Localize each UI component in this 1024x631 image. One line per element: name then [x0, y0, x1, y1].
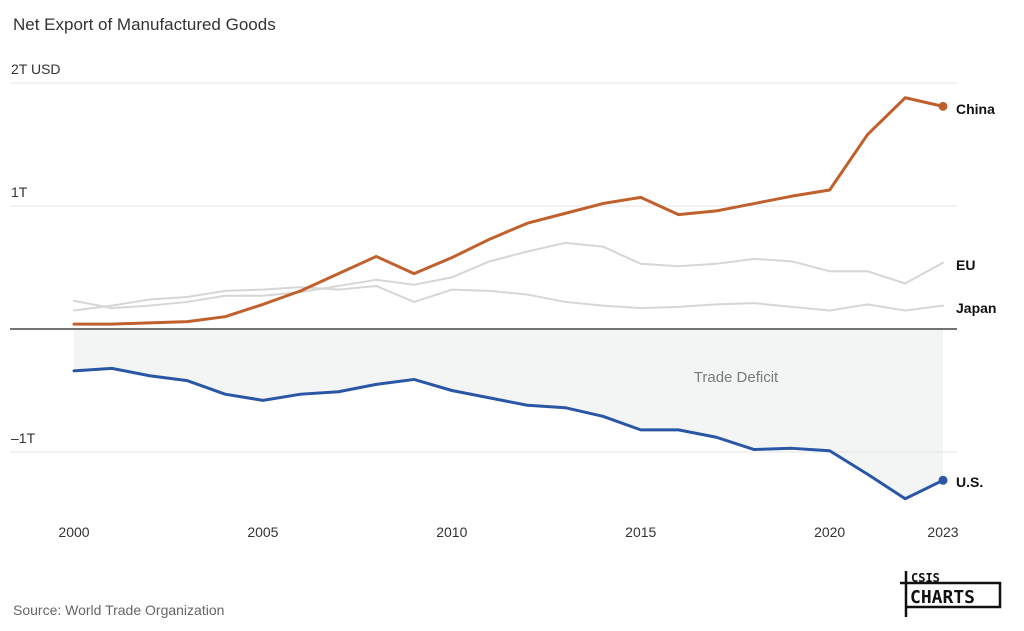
y-tick-label: 2T USD: [11, 61, 61, 77]
source-note: Source: World Trade Organization: [13, 602, 224, 618]
series-end-marker-us: [938, 475, 948, 485]
x-tick-label: 2020: [814, 524, 845, 540]
gridlines: [10, 82, 957, 453]
series-line-us: [72, 366, 945, 501]
series-line-japan: [73, 284, 944, 312]
series-line-eu: [73, 241, 944, 310]
series-label-us: U.S.: [956, 474, 983, 490]
series-label-china: China: [956, 101, 995, 117]
series-label-japan: Japan: [956, 300, 996, 316]
y-tick-label: –1T: [11, 430, 36, 446]
chart-title: Net Export of Manufactured Goods: [13, 15, 276, 34]
trade-deficit-label: Trade Deficit: [694, 369, 779, 386]
series-labels: EU Japan China U.S.: [956, 101, 996, 490]
logo-top-text: CSIS: [911, 571, 940, 585]
trade-deficit-area: [74, 329, 943, 499]
x-tick-label: 2005: [247, 524, 278, 540]
series-end-marker-china: [938, 101, 948, 111]
trade-deficit-region: [74, 329, 943, 499]
x-tick-label: 2015: [625, 524, 656, 540]
x-tick-label: 2023: [927, 524, 958, 540]
x-tick-label: 2010: [436, 524, 467, 540]
series-lines: [72, 96, 948, 501]
logo-bottom-text: CHARTS: [910, 587, 975, 608]
y-tick-label: 1T: [11, 184, 28, 200]
x-tick-label: 2000: [58, 524, 89, 540]
csis-charts-logo: CSIS CHARTS: [900, 571, 1002, 617]
x-axis-ticks: 2000 2005 2010 2015 2020 2023: [58, 524, 958, 540]
series-line-china: [72, 96, 945, 326]
series-label-eu: EU: [956, 257, 975, 273]
y-axis-ticks: 2T USD 1T –1T: [11, 61, 61, 446]
